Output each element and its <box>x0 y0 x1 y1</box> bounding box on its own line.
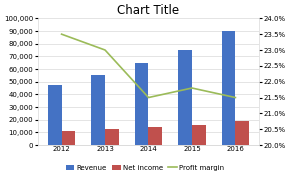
Profit margin <box>234 97 237 99</box>
Bar <box>105 129 119 145</box>
Bar <box>235 121 249 145</box>
Bar <box>178 50 192 145</box>
Line: Profit margin: Profit margin <box>61 34 235 98</box>
Profit margin <box>147 97 150 99</box>
Bar <box>192 125 206 145</box>
Bar <box>61 131 75 145</box>
Bar <box>135 63 148 145</box>
Title: Chart Title: Chart Title <box>117 4 180 17</box>
Profit margin <box>190 87 194 89</box>
Bar <box>148 127 162 145</box>
Profit margin <box>103 49 107 51</box>
Bar <box>222 31 235 145</box>
Profit margin <box>60 33 63 35</box>
Bar <box>91 75 105 145</box>
Legend: Revenue, Net income, Profit margin: Revenue, Net income, Profit margin <box>66 165 224 171</box>
Bar <box>48 85 61 145</box>
